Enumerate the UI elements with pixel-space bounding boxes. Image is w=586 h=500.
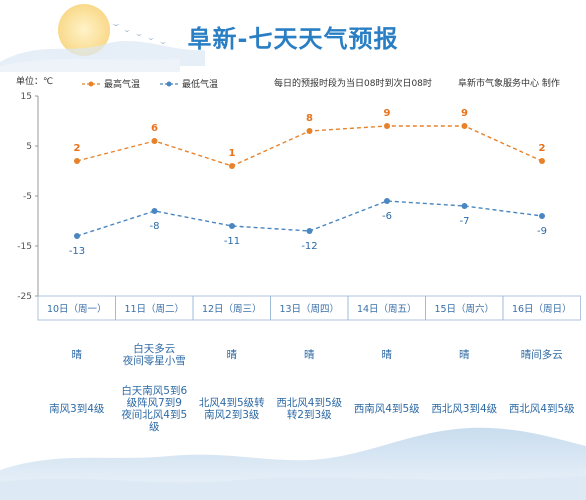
weather-description: 晴 bbox=[381, 349, 393, 361]
weather-description: 晴间多云 bbox=[520, 349, 563, 361]
mist-bottom-decoration bbox=[0, 476, 586, 500]
legend-high-label: 最高气温 bbox=[104, 78, 140, 90]
high-temp-point bbox=[306, 128, 313, 134]
low-temp-point bbox=[151, 208, 158, 214]
low-temp-label: -11 bbox=[224, 236, 240, 247]
sun-decoration bbox=[58, 4, 110, 56]
legend-high-marker bbox=[88, 81, 94, 87]
weather-description: 晴 bbox=[71, 349, 83, 361]
wind-description: 白天南风5到6 级阵风7到9 夜间北风4到5 级 bbox=[121, 385, 188, 433]
low-temp-label: -12 bbox=[301, 241, 317, 252]
wind-description: 南风3到4级 bbox=[49, 403, 105, 415]
low-temp-point bbox=[306, 228, 313, 234]
low-temp-point bbox=[74, 233, 80, 239]
low-temp-label: -8 bbox=[150, 221, 160, 232]
y-tick-label: -25 bbox=[17, 292, 32, 302]
high-temp-point bbox=[74, 158, 80, 164]
low-temp-point bbox=[539, 213, 545, 219]
low-temp-label: -13 bbox=[69, 246, 85, 257]
low-temp-label: -7 bbox=[460, 216, 470, 227]
y-tick-label: -5 bbox=[23, 192, 32, 202]
unit-label: 单位：℃ bbox=[16, 77, 54, 87]
high-temp-label: 2 bbox=[74, 143, 81, 154]
high-temp-label: 9 bbox=[384, 108, 391, 119]
chart-series: 2 6 1 8 9 9 2 -13 -8 -11 -12 -6 -7 -9 bbox=[69, 108, 547, 257]
y-tick-label: -15 bbox=[17, 242, 32, 252]
x-category-label: 16日（周日） bbox=[512, 303, 572, 315]
x-categories: 10日（周一） 11日（周二） 12日（周三） 13日（周四） 14日（周五） 15日（周… bbox=[37, 295, 581, 321]
wind-description: 西北风3到4级 bbox=[431, 403, 498, 415]
x-category-label: 15日（周六） bbox=[434, 303, 494, 315]
y-tick-label: 15 bbox=[21, 92, 32, 102]
wind-description: 西北风4到5级 转2到3级 bbox=[276, 397, 343, 421]
temperature-chart: 最高气温 最低气温 15 5 -5 -15 -25 10日（周一） 11日（周二） 12日（… bbox=[17, 78, 581, 321]
legend-low-marker bbox=[166, 81, 172, 87]
low-temp-point bbox=[384, 198, 390, 204]
wind-description: 西南风4到5级 bbox=[353, 403, 420, 415]
weather-description: 晴 bbox=[226, 349, 238, 361]
legend-low-label: 最低气温 bbox=[182, 78, 218, 90]
high-temp-label: 8 bbox=[306, 113, 313, 124]
high-temp-label: 9 bbox=[461, 108, 468, 119]
x-category-label: 11日（周二） bbox=[124, 303, 184, 315]
high-temp-label: 2 bbox=[539, 143, 546, 154]
weather-description: 晴 bbox=[304, 349, 315, 361]
x-category-label: 13日（周四） bbox=[279, 303, 339, 315]
x-category-label: 10日（周一） bbox=[47, 303, 107, 315]
y-tick-label: 5 bbox=[26, 142, 32, 152]
y-ticks: 15 5 -5 -15 -25 bbox=[17, 92, 38, 302]
x-category-label: 12日（周三） bbox=[202, 303, 262, 315]
high-temp-label: 1 bbox=[229, 148, 236, 159]
wind-description: 西北风4到5级 bbox=[508, 403, 575, 415]
high-temp-point bbox=[461, 123, 468, 129]
high-temp-point bbox=[151, 138, 158, 144]
low-temp-point bbox=[229, 223, 235, 229]
forecast-period-note: 每日的预报时段为当日08时到次日08时 bbox=[274, 79, 432, 89]
x-category-cell bbox=[502, 295, 581, 321]
producer-note: 阜新市气象服务中心 制作 bbox=[458, 79, 560, 89]
cloud-top-decoration bbox=[0, 58, 180, 72]
high-temp-point bbox=[229, 163, 235, 169]
weather-description: 白天多云 夜间零星小雪 bbox=[122, 343, 186, 367]
low-temp-label: -9 bbox=[537, 226, 547, 237]
high-temp-label: 6 bbox=[151, 123, 158, 134]
page-title: 阜新-七天天气预报 bbox=[187, 25, 399, 53]
low-temp-label: -6 bbox=[382, 211, 392, 222]
chart-legend: 最高气温 最低气温 bbox=[82, 78, 218, 90]
birds-decoration bbox=[112, 24, 166, 44]
high-temp-point bbox=[384, 123, 390, 129]
weather-description: 晴 bbox=[459, 349, 470, 361]
low-temp-point bbox=[461, 203, 468, 209]
x-category-label: 14日（周五） bbox=[357, 303, 417, 315]
wind-description: 北风4到5级转 南风2到3级 bbox=[198, 397, 265, 421]
high-temp-point bbox=[539, 158, 545, 164]
